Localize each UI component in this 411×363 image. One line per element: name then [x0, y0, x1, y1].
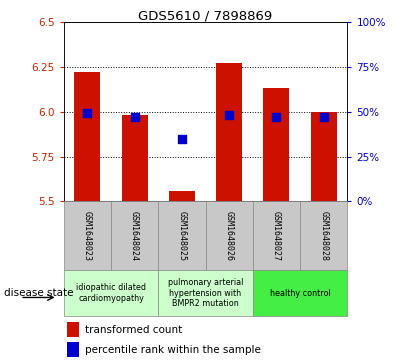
- Text: GSM1648026: GSM1648026: [225, 211, 233, 261]
- Text: GSM1648024: GSM1648024: [130, 211, 139, 261]
- Text: pulmonary arterial
hypertension with
BMPR2 mutation: pulmonary arterial hypertension with BMP…: [168, 278, 243, 308]
- Text: GSM1648023: GSM1648023: [83, 211, 92, 261]
- Bar: [64, 201, 111, 270]
- Bar: [263, 88, 289, 201]
- Text: GSM1648027: GSM1648027: [272, 211, 281, 261]
- Bar: [216, 63, 242, 201]
- Text: idiopathic dilated
cardiomyopathy: idiopathic dilated cardiomyopathy: [76, 284, 146, 303]
- Point: [321, 114, 327, 120]
- Bar: [169, 191, 195, 201]
- Text: percentile rank within the sample: percentile rank within the sample: [85, 345, 261, 355]
- Bar: [122, 115, 148, 201]
- Bar: [111, 201, 158, 270]
- Bar: [67, 322, 79, 338]
- Bar: [158, 201, 206, 270]
- Bar: [300, 201, 347, 270]
- Text: GSM1648028: GSM1648028: [319, 211, 328, 261]
- Bar: [311, 112, 337, 201]
- Bar: [158, 270, 253, 316]
- Bar: [64, 270, 158, 316]
- Bar: [74, 72, 100, 201]
- Text: GDS5610 / 7898869: GDS5610 / 7898869: [139, 9, 272, 22]
- Bar: [253, 270, 347, 316]
- Text: GSM1648025: GSM1648025: [178, 211, 186, 261]
- Point: [273, 114, 279, 120]
- Point: [84, 110, 90, 116]
- Bar: [67, 342, 79, 357]
- Text: healthy control: healthy control: [270, 289, 330, 298]
- Bar: [253, 201, 300, 270]
- Bar: [206, 201, 253, 270]
- Text: transformed count: transformed count: [85, 325, 182, 335]
- Point: [226, 112, 233, 118]
- Point: [132, 114, 138, 120]
- Text: disease state: disease state: [4, 288, 74, 298]
- Point: [178, 136, 185, 142]
